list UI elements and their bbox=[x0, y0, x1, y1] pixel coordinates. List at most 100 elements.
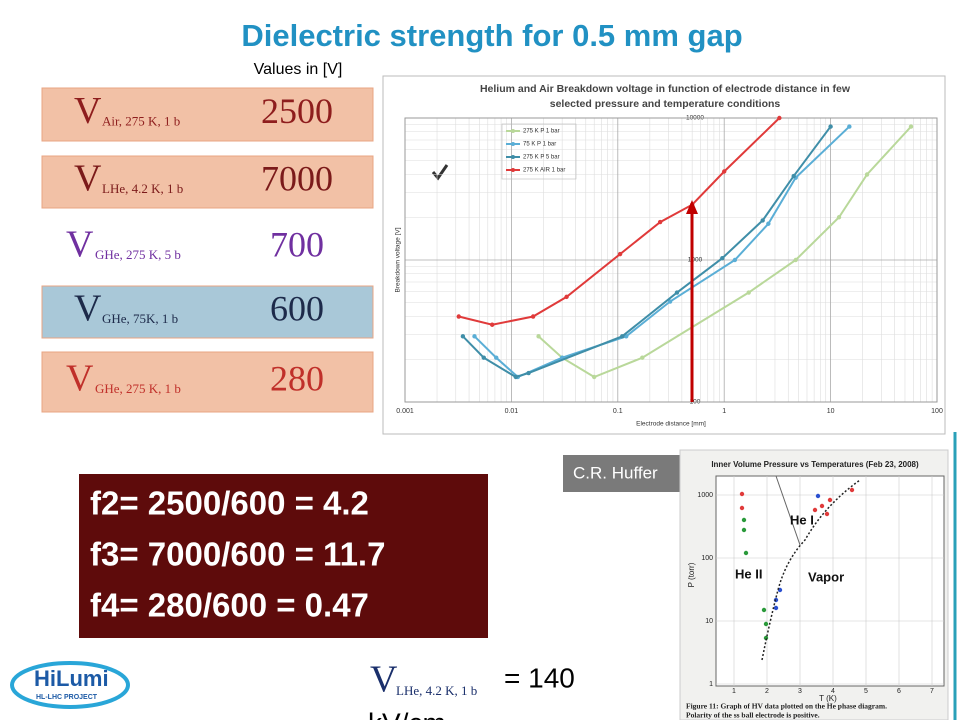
subscript: LHe, 4.2 K, 1 b bbox=[102, 181, 183, 196]
phase-y-tick: 100 bbox=[701, 555, 713, 562]
phase-point bbox=[827, 497, 833, 503]
phase-plot: 1000 100 10 1 1 2 3 4 5 6 7 bbox=[697, 476, 944, 695]
series-point bbox=[760, 218, 765, 223]
legend-marker bbox=[511, 168, 515, 172]
series-point bbox=[513, 374, 519, 380]
series-point bbox=[766, 221, 771, 226]
plot-title: Helium and Air Breakdown voltage in func… bbox=[480, 83, 851, 95]
y-axis-label: Breakdown voltage [V] bbox=[395, 227, 402, 292]
series-point bbox=[836, 215, 842, 220]
phase-point bbox=[824, 511, 830, 517]
subscript: GHe, 275 K, 5 b bbox=[95, 247, 181, 262]
series-line bbox=[473, 125, 851, 379]
series-point bbox=[793, 257, 798, 263]
symbol: V bbox=[66, 358, 94, 400]
value-box bbox=[41, 87, 374, 142]
phase-point bbox=[763, 635, 769, 641]
phase-x-tick: 1 bbox=[732, 688, 736, 695]
phase-point bbox=[739, 491, 745, 497]
phase-point bbox=[812, 507, 818, 513]
series-point bbox=[456, 314, 461, 319]
slide-title: Dielectric strength for 0.5 mm gap bbox=[241, 18, 742, 53]
phase-x-tick: 3 bbox=[798, 688, 802, 695]
plot-title: selected pressure and temperature condit… bbox=[550, 98, 781, 110]
series-point bbox=[564, 294, 569, 300]
y-tick-label: 1000 bbox=[688, 257, 703, 264]
value: 700 bbox=[270, 224, 324, 264]
phase-plot-area bbox=[715, 475, 945, 687]
x-tick-label: 0.1 bbox=[613, 408, 623, 415]
series-point bbox=[472, 334, 477, 339]
units-note: Values in [V] bbox=[254, 61, 343, 78]
plot-area bbox=[404, 117, 938, 403]
value: 2500 bbox=[261, 91, 333, 131]
value-box bbox=[41, 285, 374, 339]
legend-label: 75 K P 1 bar bbox=[523, 142, 556, 148]
phase-y-tick: 1 bbox=[709, 681, 713, 688]
subscript: Air, 275 K, 1 b bbox=[102, 113, 180, 128]
legend-marker bbox=[511, 142, 515, 146]
series-point bbox=[746, 290, 751, 295]
x-tick-label: 0.01 bbox=[505, 408, 519, 415]
logo-ring bbox=[10, 661, 130, 709]
phase-point bbox=[743, 550, 749, 556]
x-tick-label: 1 bbox=[722, 408, 726, 415]
legend-box bbox=[501, 123, 577, 180]
value: 7000 bbox=[261, 158, 333, 198]
formula: f2= 2500/600 = 4.2 bbox=[90, 485, 369, 522]
phase-point bbox=[761, 607, 767, 613]
series-point bbox=[526, 370, 531, 376]
x-tick-label: 10 bbox=[827, 408, 835, 415]
value: 600 bbox=[270, 288, 324, 328]
phase-point bbox=[849, 487, 855, 493]
region-label: Vapor bbox=[808, 569, 844, 584]
series-point bbox=[667, 299, 673, 304]
note-value: = 140 bbox=[504, 662, 575, 693]
legend-marker bbox=[511, 155, 515, 159]
value: 280 bbox=[270, 358, 324, 398]
phase-point bbox=[773, 605, 779, 611]
series-point bbox=[620, 334, 625, 339]
phase-y-label: P (torr) bbox=[687, 562, 696, 587]
phase-x-label: T (K) bbox=[819, 694, 837, 703]
series-point bbox=[640, 355, 645, 360]
phase-y-tick: 10 bbox=[705, 618, 713, 625]
region-label: He II bbox=[735, 566, 762, 581]
phase-point bbox=[819, 503, 825, 509]
phase-caption: Figure 11: Graph of HV data plotted on t… bbox=[686, 702, 887, 711]
series-point bbox=[494, 355, 499, 360]
series-point bbox=[722, 169, 727, 174]
series-point bbox=[847, 124, 852, 129]
phase-caption: Polarity of the ss ball electrode is pos… bbox=[686, 711, 820, 720]
phase-title: Inner Volume Pressure vs Temperatures (F… bbox=[711, 460, 919, 469]
subscript: GHe, 75K, 1 b bbox=[102, 311, 178, 326]
note-subscript: LHe, 4.2 K, 1 b bbox=[396, 683, 477, 698]
series-point bbox=[864, 172, 870, 177]
series-point bbox=[617, 251, 623, 257]
plot-frame bbox=[382, 75, 946, 435]
phase-point bbox=[763, 621, 769, 627]
legend-label: 275 K P 1 bar bbox=[523, 129, 560, 135]
series-point bbox=[828, 124, 833, 129]
phase-curve bbox=[761, 479, 861, 661]
legend-label: 275 K P 5 bar bbox=[523, 155, 560, 161]
series-point bbox=[674, 290, 680, 295]
phase-y-tick: 1000 bbox=[697, 492, 713, 499]
series-point bbox=[481, 355, 486, 360]
symbol: V bbox=[66, 224, 94, 266]
value-box bbox=[41, 351, 374, 413]
series-point bbox=[460, 334, 466, 339]
arrow-head bbox=[686, 200, 698, 214]
symbol: V bbox=[74, 90, 102, 132]
phase-x-tick: 4 bbox=[831, 688, 835, 695]
symbol: V bbox=[74, 288, 102, 330]
series-point bbox=[591, 374, 597, 380]
phase-x-tick: 5 bbox=[864, 688, 868, 695]
series-point bbox=[720, 255, 725, 261]
legend-label: 275 K AIR 1 bar bbox=[523, 168, 565, 174]
formula: f3= 7000/600 = 11.7 bbox=[90, 536, 385, 573]
